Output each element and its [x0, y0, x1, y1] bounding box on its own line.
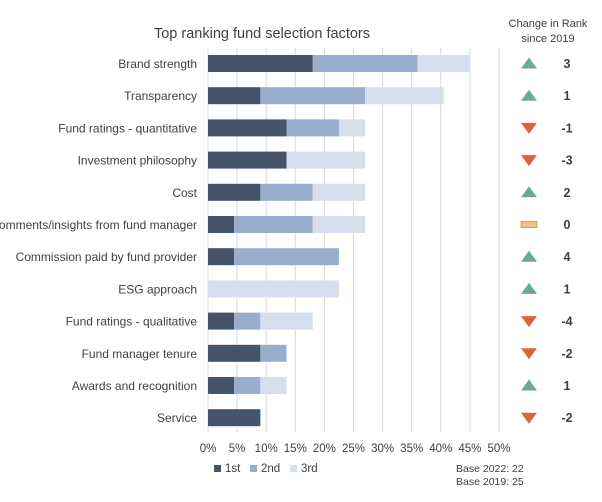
legend-swatch-2nd: [250, 465, 257, 472]
legend-label: 1st: [225, 463, 241, 475]
change-value: -1: [561, 121, 572, 135]
bar-segment-2nd: [234, 312, 261, 330]
x-tick-label: 50%: [487, 443, 510, 455]
category-label: Fund manager tenure: [82, 347, 198, 361]
x-tick-label: 30%: [371, 443, 394, 455]
base-note: Base 2022: 22: [456, 463, 524, 475]
legend-swatch-1st: [214, 465, 221, 472]
x-tick-label: 15%: [284, 443, 307, 455]
down-triangle-icon: [521, 155, 537, 167]
bar-segment-2nd: [312, 55, 418, 72]
up-triangle-icon: [521, 282, 537, 294]
bar-segment-3rd: [260, 377, 287, 394]
bar-segment-2nd: [260, 87, 366, 105]
bar-segment-1st: [208, 119, 287, 137]
bar-segment-1st: [208, 216, 235, 233]
bar-segment-2nd: [234, 377, 261, 394]
bar-segment-1st: [208, 377, 235, 394]
category-label: Comments/insights from fund manager: [0, 218, 197, 232]
up-triangle-icon: [521, 379, 537, 391]
bar-segment-3rd: [417, 55, 470, 72]
bar-segment-3rd: [260, 312, 313, 330]
bar-segment-1st: [208, 344, 261, 362]
category-label: ESG approach: [118, 282, 197, 296]
bar-segment-1st: [208, 248, 235, 266]
category-label: Investment philosophy: [78, 154, 197, 168]
bar-segment-2nd: [234, 248, 339, 266]
no-change-icon: [520, 221, 538, 228]
category-label: Fund ratings - quantitative: [58, 121, 197, 135]
bar-segment-1st: [208, 151, 287, 169]
category-label: Cost: [172, 186, 197, 200]
change-value: -3: [561, 154, 572, 168]
category-label: Transparency: [124, 89, 197, 103]
change-value: -2: [561, 347, 572, 361]
down-triangle-icon: [521, 316, 537, 328]
up-triangle-icon: [521, 57, 537, 69]
down-triangle-icon: [521, 122, 537, 134]
change-value: 1: [564, 379, 571, 393]
down-triangle-icon: [521, 348, 537, 360]
bar-segment-3rd: [208, 280, 339, 298]
bar-segment-1st: [208, 409, 261, 427]
bar-segment-2nd: [286, 119, 339, 137]
change-value: 2: [564, 186, 571, 200]
bar-segment-2nd: [260, 183, 313, 201]
change-value: 0: [564, 218, 571, 232]
legend-swatch-3rd: [290, 465, 297, 472]
x-tick-label: 40%: [429, 443, 452, 455]
bar-segment-3rd: [312, 183, 366, 201]
category-label: Brand strength: [118, 57, 197, 71]
bar-segment-3rd: [286, 151, 366, 169]
bar-segment-2nd: [234, 216, 313, 233]
change-value: 4: [564, 250, 571, 264]
bar-segment-3rd: [312, 216, 366, 233]
category-label: Commission paid by fund provider: [16, 250, 197, 264]
change-header-line2: since 2019: [521, 33, 574, 45]
x-tick-label: 0%: [200, 443, 217, 455]
base-note: Base 2019: 25: [456, 476, 524, 488]
up-triangle-icon: [521, 186, 537, 198]
change-value: 3: [564, 57, 571, 71]
change-value: 1: [564, 89, 571, 103]
category-label: Awards and recognition: [72, 379, 197, 393]
down-triangle-icon: [521, 412, 537, 424]
legend-label: 3rd: [301, 463, 318, 475]
change-value: 1: [564, 282, 571, 296]
up-triangle-icon: [521, 89, 537, 101]
x-tick-label: 35%: [400, 443, 423, 455]
bar-segment-1st: [208, 183, 261, 201]
x-tick-label: 45%: [458, 443, 481, 455]
x-tick-label: 5%: [229, 443, 246, 455]
bar-segment-1st: [208, 55, 313, 72]
bar-segment-1st: [208, 87, 261, 105]
category-label: Fund ratings - qualitative: [66, 315, 198, 329]
bar-segment-1st: [208, 312, 235, 330]
bar-segment-3rd: [338, 119, 366, 137]
change-value: -4: [561, 315, 572, 329]
bar-segment-2nd: [260, 344, 287, 362]
x-tick-label: 10%: [255, 443, 278, 455]
bar-segment-3rd: [365, 87, 444, 105]
up-triangle-icon: [521, 250, 537, 262]
legend-label: 2nd: [261, 463, 280, 475]
change-header-line1: Change in Rank: [509, 18, 588, 30]
x-tick-label: 20%: [313, 443, 336, 455]
x-tick-label: 25%: [342, 443, 365, 455]
category-label: Service: [157, 411, 197, 425]
change-value: -2: [561, 411, 572, 425]
chart-title: Top ranking fund selection factors: [154, 26, 370, 42]
